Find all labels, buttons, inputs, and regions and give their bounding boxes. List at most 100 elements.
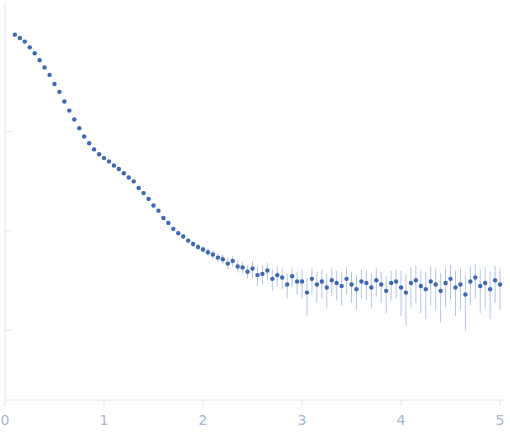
point — [448, 277, 452, 281]
error-bar — [420, 269, 421, 312]
point — [429, 279, 433, 283]
x-tick-label: 4 — [397, 412, 406, 428]
point — [191, 242, 195, 246]
point — [374, 278, 378, 282]
error-bar — [351, 272, 352, 303]
y-tick — [5, 131, 12, 132]
point — [112, 163, 116, 167]
point — [47, 73, 51, 77]
point — [67, 108, 71, 112]
error-bar — [405, 274, 406, 326]
point — [161, 216, 165, 220]
point — [82, 134, 86, 138]
x-tick — [104, 400, 105, 406]
error-bar — [341, 273, 342, 305]
error-bar — [410, 267, 411, 307]
point — [315, 282, 319, 286]
point — [364, 281, 368, 285]
point — [359, 279, 363, 283]
point — [300, 279, 304, 283]
point — [146, 197, 150, 201]
error-bar — [381, 272, 382, 303]
error-bar — [391, 271, 392, 301]
point — [384, 289, 388, 293]
x-tick-label: 1 — [100, 412, 109, 428]
point — [226, 261, 230, 265]
point — [206, 250, 210, 254]
x-tick-label: 0 — [1, 412, 10, 428]
point — [265, 268, 269, 272]
point — [349, 282, 353, 286]
points — [13, 32, 503, 296]
point — [330, 278, 334, 282]
point — [28, 45, 32, 49]
point — [404, 290, 408, 294]
point — [156, 208, 160, 212]
point — [57, 90, 61, 94]
point — [201, 247, 205, 251]
point — [42, 65, 46, 69]
error-bar — [415, 265, 416, 302]
point — [414, 278, 418, 282]
point — [320, 279, 324, 283]
y-tick — [5, 230, 12, 231]
point — [231, 259, 235, 263]
point — [186, 238, 190, 242]
x-tick — [5, 400, 6, 406]
x-tick — [302, 400, 303, 406]
point — [473, 275, 477, 279]
point — [483, 281, 487, 285]
error-bar — [371, 274, 372, 308]
point — [409, 281, 413, 285]
x-tick-label: 2 — [199, 412, 208, 428]
point — [52, 82, 56, 86]
point — [127, 175, 131, 179]
x-tick-label: 5 — [496, 412, 505, 428]
point — [344, 277, 348, 281]
error-bar — [450, 265, 451, 301]
error-bar — [430, 266, 431, 305]
point — [419, 284, 423, 288]
point — [468, 279, 472, 283]
point — [399, 285, 403, 289]
point — [92, 147, 96, 151]
error-bar — [376, 268, 377, 296]
error-bar — [480, 269, 481, 312]
point — [87, 141, 91, 145]
point — [310, 277, 314, 281]
point — [72, 117, 76, 121]
point — [498, 282, 502, 286]
plot-area — [13, 32, 503, 330]
error-bar — [470, 266, 471, 305]
point — [166, 221, 170, 225]
point — [458, 282, 462, 286]
point — [424, 287, 428, 291]
point — [240, 265, 244, 269]
x-tick — [203, 400, 204, 406]
error-bar — [316, 272, 317, 303]
point — [394, 279, 398, 283]
point — [221, 257, 225, 261]
point — [443, 281, 447, 285]
error-bar — [302, 269, 303, 298]
error-bar — [465, 275, 466, 330]
error-bar — [455, 271, 456, 316]
error-bar — [435, 268, 436, 310]
point — [270, 277, 274, 281]
point — [107, 159, 111, 163]
x-tick — [500, 400, 501, 406]
point — [132, 179, 136, 183]
point — [285, 282, 289, 286]
error-bar — [386, 276, 387, 313]
point — [181, 234, 185, 238]
point — [453, 285, 457, 289]
y-tick — [5, 330, 12, 331]
point — [438, 289, 442, 293]
point — [216, 255, 220, 259]
error-bars — [15, 34, 500, 330]
point — [280, 275, 284, 279]
point — [325, 285, 329, 289]
point — [23, 39, 27, 43]
point — [196, 245, 200, 249]
x-tick-label: 3 — [298, 412, 307, 428]
